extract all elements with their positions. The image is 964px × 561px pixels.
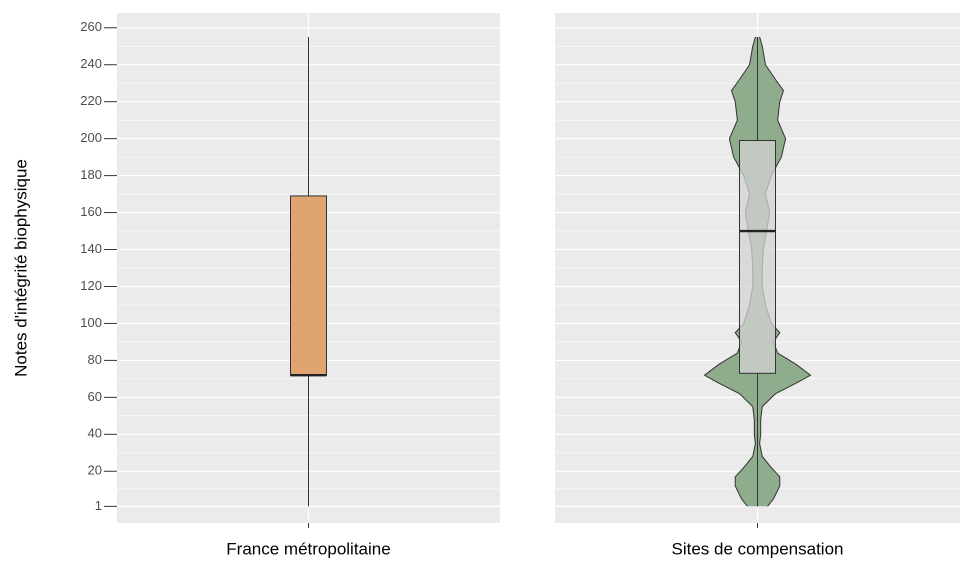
box [290, 195, 327, 376]
y-tick-label: 160 [80, 204, 102, 219]
y-tick-label: 260 [80, 19, 102, 34]
y-tick-label: 200 [80, 130, 102, 145]
y-tick-label: 220 [80, 93, 102, 108]
x-tick-label: Sites de compensation [672, 539, 844, 558]
y-tick-label: 1 [95, 498, 102, 513]
y-tick-label: 40 [88, 426, 102, 441]
box [739, 140, 776, 374]
y-tick-label: 100 [80, 315, 102, 330]
y-tick-label: 120 [80, 278, 102, 293]
y-tick-label: 240 [80, 56, 102, 71]
y-tick-label: 80 [88, 352, 102, 367]
y-axis-title: Notes d'intégrité biophysique [11, 159, 30, 377]
y-tick-label: 60 [88, 389, 102, 404]
y-tick-label: 180 [80, 167, 102, 182]
x-tick-label: France métropolitaine [226, 539, 390, 558]
y-tick-label: 140 [80, 241, 102, 256]
y-tick-label: 20 [88, 463, 102, 478]
